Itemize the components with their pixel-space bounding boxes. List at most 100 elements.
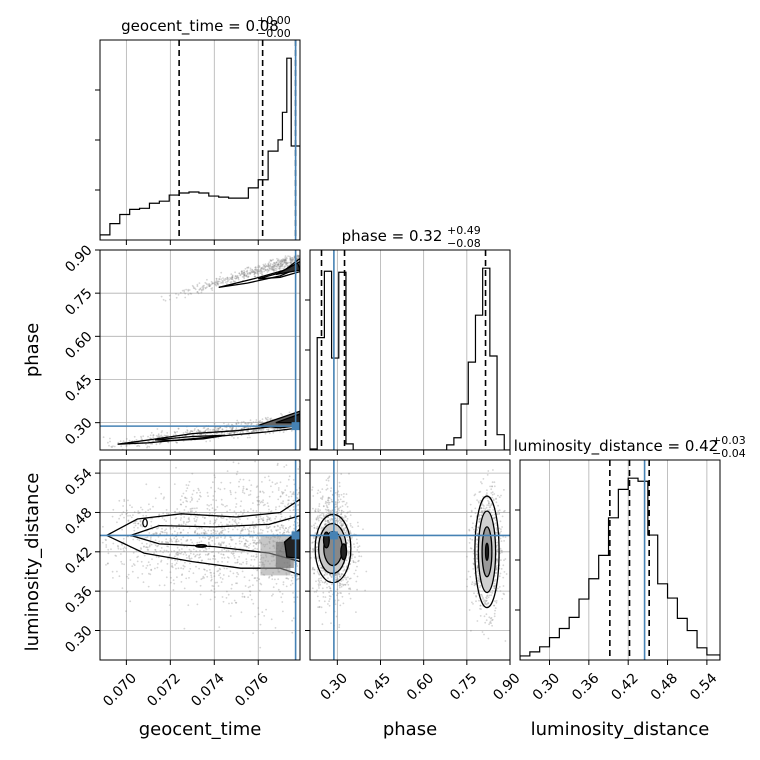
sample-point <box>493 587 496 590</box>
sample-point <box>109 440 111 443</box>
sample-point <box>328 591 330 594</box>
sample-point <box>275 265 278 268</box>
sample-point <box>345 559 348 562</box>
sample-point <box>247 426 250 429</box>
sample-point <box>337 512 339 515</box>
sample-point <box>231 276 234 279</box>
sample-point <box>280 262 282 265</box>
sample-point <box>196 532 199 535</box>
sample-point <box>278 268 281 270</box>
sample-point <box>210 280 213 283</box>
sample-point <box>494 609 496 612</box>
sample-point <box>470 547 473 550</box>
sample-point <box>165 512 168 515</box>
sample-point <box>494 600 496 603</box>
sample-point <box>495 529 498 531</box>
sample-point <box>197 487 200 490</box>
sample-point <box>281 502 284 505</box>
sample-point <box>497 510 500 512</box>
sample-point <box>486 492 488 494</box>
sample-point <box>122 547 125 550</box>
sample-point <box>134 522 137 525</box>
title-luminosity-distance-plus: +0.03 <box>712 434 746 447</box>
sample-point <box>496 544 499 546</box>
sample-point <box>212 528 215 531</box>
sample-point <box>149 434 152 437</box>
sample-point <box>284 263 287 266</box>
sample-point <box>355 538 358 541</box>
sample-point <box>244 542 247 545</box>
sample-point <box>495 559 498 562</box>
sample-point <box>220 581 223 583</box>
sample-point <box>339 524 342 527</box>
sample-point <box>496 564 498 567</box>
title-geocent-time-plus: +0.00 <box>257 14 291 27</box>
sample-point <box>353 561 355 563</box>
sample-point <box>493 585 496 587</box>
sample-point <box>350 553 353 556</box>
sample-point <box>339 506 342 509</box>
sample-point <box>292 592 294 594</box>
sample-point <box>317 489 320 492</box>
sample-point <box>202 427 205 429</box>
sample-point <box>469 515 472 518</box>
sample-point <box>259 501 262 504</box>
sample-point <box>132 551 135 554</box>
sample-point <box>209 536 212 539</box>
sample-point <box>133 526 136 529</box>
sample-point <box>229 276 232 279</box>
sample-point <box>334 521 337 524</box>
sample-point <box>249 273 251 275</box>
sample-point <box>153 532 156 535</box>
sample-point <box>152 505 154 508</box>
sample-point <box>126 590 129 593</box>
sample-point <box>237 278 240 281</box>
sample-point <box>122 440 125 442</box>
sample-point <box>328 600 330 603</box>
sample-point <box>257 268 260 271</box>
sample-point <box>132 563 135 565</box>
sample-point <box>213 474 216 476</box>
sample-point <box>496 559 499 562</box>
sample-point <box>242 478 245 481</box>
sample-point <box>318 581 321 584</box>
sample-point <box>173 550 176 552</box>
sample-point <box>236 528 239 531</box>
sample-point <box>261 532 263 534</box>
sample-point <box>129 514 132 517</box>
sample-point <box>252 502 254 504</box>
sample-point <box>185 554 188 556</box>
sample-point <box>493 612 496 615</box>
sample-point <box>202 430 205 433</box>
sample-point <box>344 516 347 518</box>
sample-point <box>131 565 134 567</box>
sample-point <box>257 500 260 502</box>
sample-point <box>256 499 259 502</box>
sample-point <box>490 492 493 494</box>
sample-point <box>162 497 165 500</box>
sample-point <box>351 536 353 539</box>
sample-point <box>352 561 355 563</box>
sample-point <box>346 581 348 584</box>
sample-point <box>203 549 205 552</box>
sample-point <box>475 553 478 556</box>
sample-point <box>250 484 253 486</box>
sample-point <box>110 548 112 551</box>
x-tick-label: 0.90 <box>490 670 523 703</box>
x-tick-label: 0.75 <box>447 670 480 703</box>
sample-point <box>139 511 141 514</box>
sample-point <box>256 541 258 544</box>
sample-point <box>498 531 501 534</box>
sample-point <box>491 618 494 621</box>
sample-point <box>325 514 328 517</box>
sample-point <box>342 527 345 530</box>
sample-point <box>355 611 357 613</box>
sample-point <box>328 501 331 504</box>
sample-point <box>491 491 494 494</box>
sample-point <box>203 522 206 525</box>
sample-point <box>243 596 246 598</box>
sample-point <box>175 539 178 541</box>
sample-point <box>360 555 363 558</box>
sample-point <box>243 543 246 545</box>
sample-point <box>480 481 482 483</box>
